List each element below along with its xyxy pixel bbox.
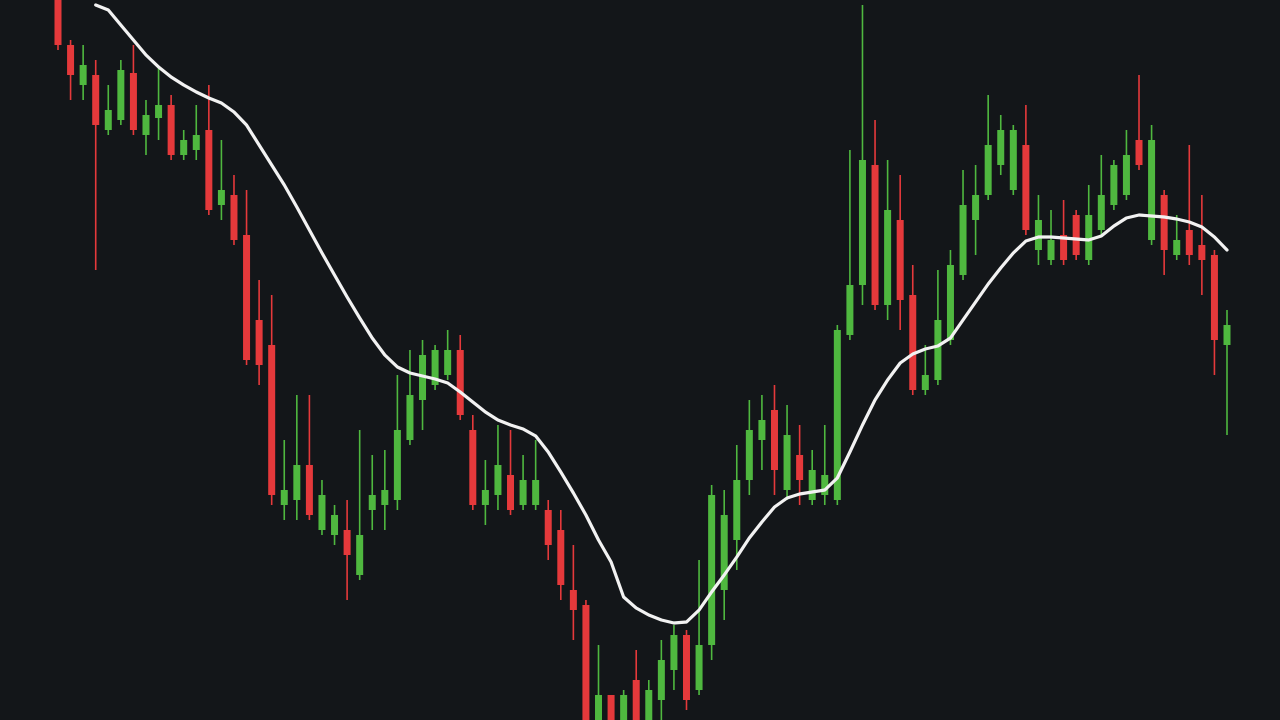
candle-body (997, 130, 1005, 165)
candle-body (595, 695, 603, 720)
candle-body (1110, 165, 1118, 205)
candle-body (1210, 255, 1218, 340)
candle-body (67, 45, 75, 75)
candle-body (167, 105, 175, 155)
candle-body (557, 530, 565, 585)
candle-body (519, 480, 527, 505)
candle-body (79, 65, 87, 85)
candle-body (444, 350, 452, 375)
candle-body (343, 530, 351, 555)
candle-body (1160, 195, 1168, 250)
candle-body (1085, 215, 1093, 260)
candle-body (104, 110, 112, 130)
candle-body (1047, 240, 1055, 260)
candle-body (142, 115, 150, 135)
candle-body (821, 475, 829, 495)
candle-body (796, 455, 804, 480)
candle-body (645, 690, 653, 720)
candle-body (657, 660, 665, 700)
candle-body (871, 165, 879, 305)
candle-body (582, 605, 590, 720)
candle-body (180, 140, 188, 155)
candle-body (243, 235, 251, 360)
candle-body (532, 480, 540, 505)
candle-body (846, 285, 854, 335)
candle-body (368, 495, 376, 510)
candle-body (569, 590, 577, 610)
candle-body (745, 430, 753, 480)
candle-body (620, 695, 628, 720)
candle-body (318, 495, 326, 530)
candle-body (695, 645, 703, 690)
candle-body (92, 75, 100, 125)
candle-body (720, 515, 728, 590)
candle-body (280, 490, 288, 505)
candle-body (1198, 245, 1206, 260)
candle-body (783, 435, 791, 490)
candle-body (858, 160, 866, 285)
candle-body (293, 465, 301, 500)
candle-body (481, 490, 489, 505)
candle-body (1135, 140, 1143, 165)
candle-body (544, 510, 552, 545)
candle-body (469, 430, 477, 505)
candle-body (1148, 140, 1156, 240)
candle-body (1022, 145, 1030, 230)
candle-body (670, 635, 678, 670)
candle-body (155, 105, 163, 118)
candle-body (607, 695, 615, 720)
candle-body (959, 205, 967, 275)
candle-body (456, 350, 464, 415)
candle-body (921, 375, 929, 390)
candle-body (758, 420, 766, 440)
candle-body (381, 490, 389, 505)
candle-body (972, 195, 980, 220)
candle-body (1223, 325, 1231, 345)
candle-body (129, 73, 137, 130)
candle-body (117, 70, 125, 120)
candle-body (770, 410, 778, 470)
candle-body (1072, 215, 1080, 255)
candle-body (909, 295, 917, 390)
candle-body (708, 495, 716, 645)
candle-body (507, 475, 515, 510)
candle-body (946, 265, 954, 340)
candle-body (305, 465, 313, 515)
candle-body (406, 395, 414, 440)
candle-body (1060, 235, 1068, 260)
candle-body (632, 680, 640, 720)
candle-body (268, 345, 276, 495)
candle-body (431, 350, 439, 385)
candle-body (255, 320, 263, 365)
moving-average-line (94, 3, 1229, 625)
candle-body (494, 465, 502, 495)
candle-body (192, 135, 200, 150)
candle-body (934, 320, 942, 380)
candle-body (54, 0, 62, 45)
candle-body (1009, 130, 1017, 190)
candle-body (393, 430, 401, 500)
candle-body (733, 480, 741, 540)
candle-body (230, 195, 238, 240)
candle-body (884, 210, 892, 305)
candle-body (682, 635, 690, 700)
candle-body (1185, 230, 1193, 255)
candle-body (331, 515, 339, 535)
candle-body (1173, 240, 1181, 255)
candle-body (984, 145, 992, 195)
candle-body (356, 535, 364, 575)
candle-body (1034, 220, 1042, 250)
candle-body (205, 130, 213, 210)
candle-body (896, 220, 904, 300)
candle-body (833, 330, 841, 500)
candle-body (808, 470, 816, 500)
candle-body (1122, 155, 1130, 195)
candle-body (217, 190, 225, 205)
candle-body (1097, 195, 1105, 230)
